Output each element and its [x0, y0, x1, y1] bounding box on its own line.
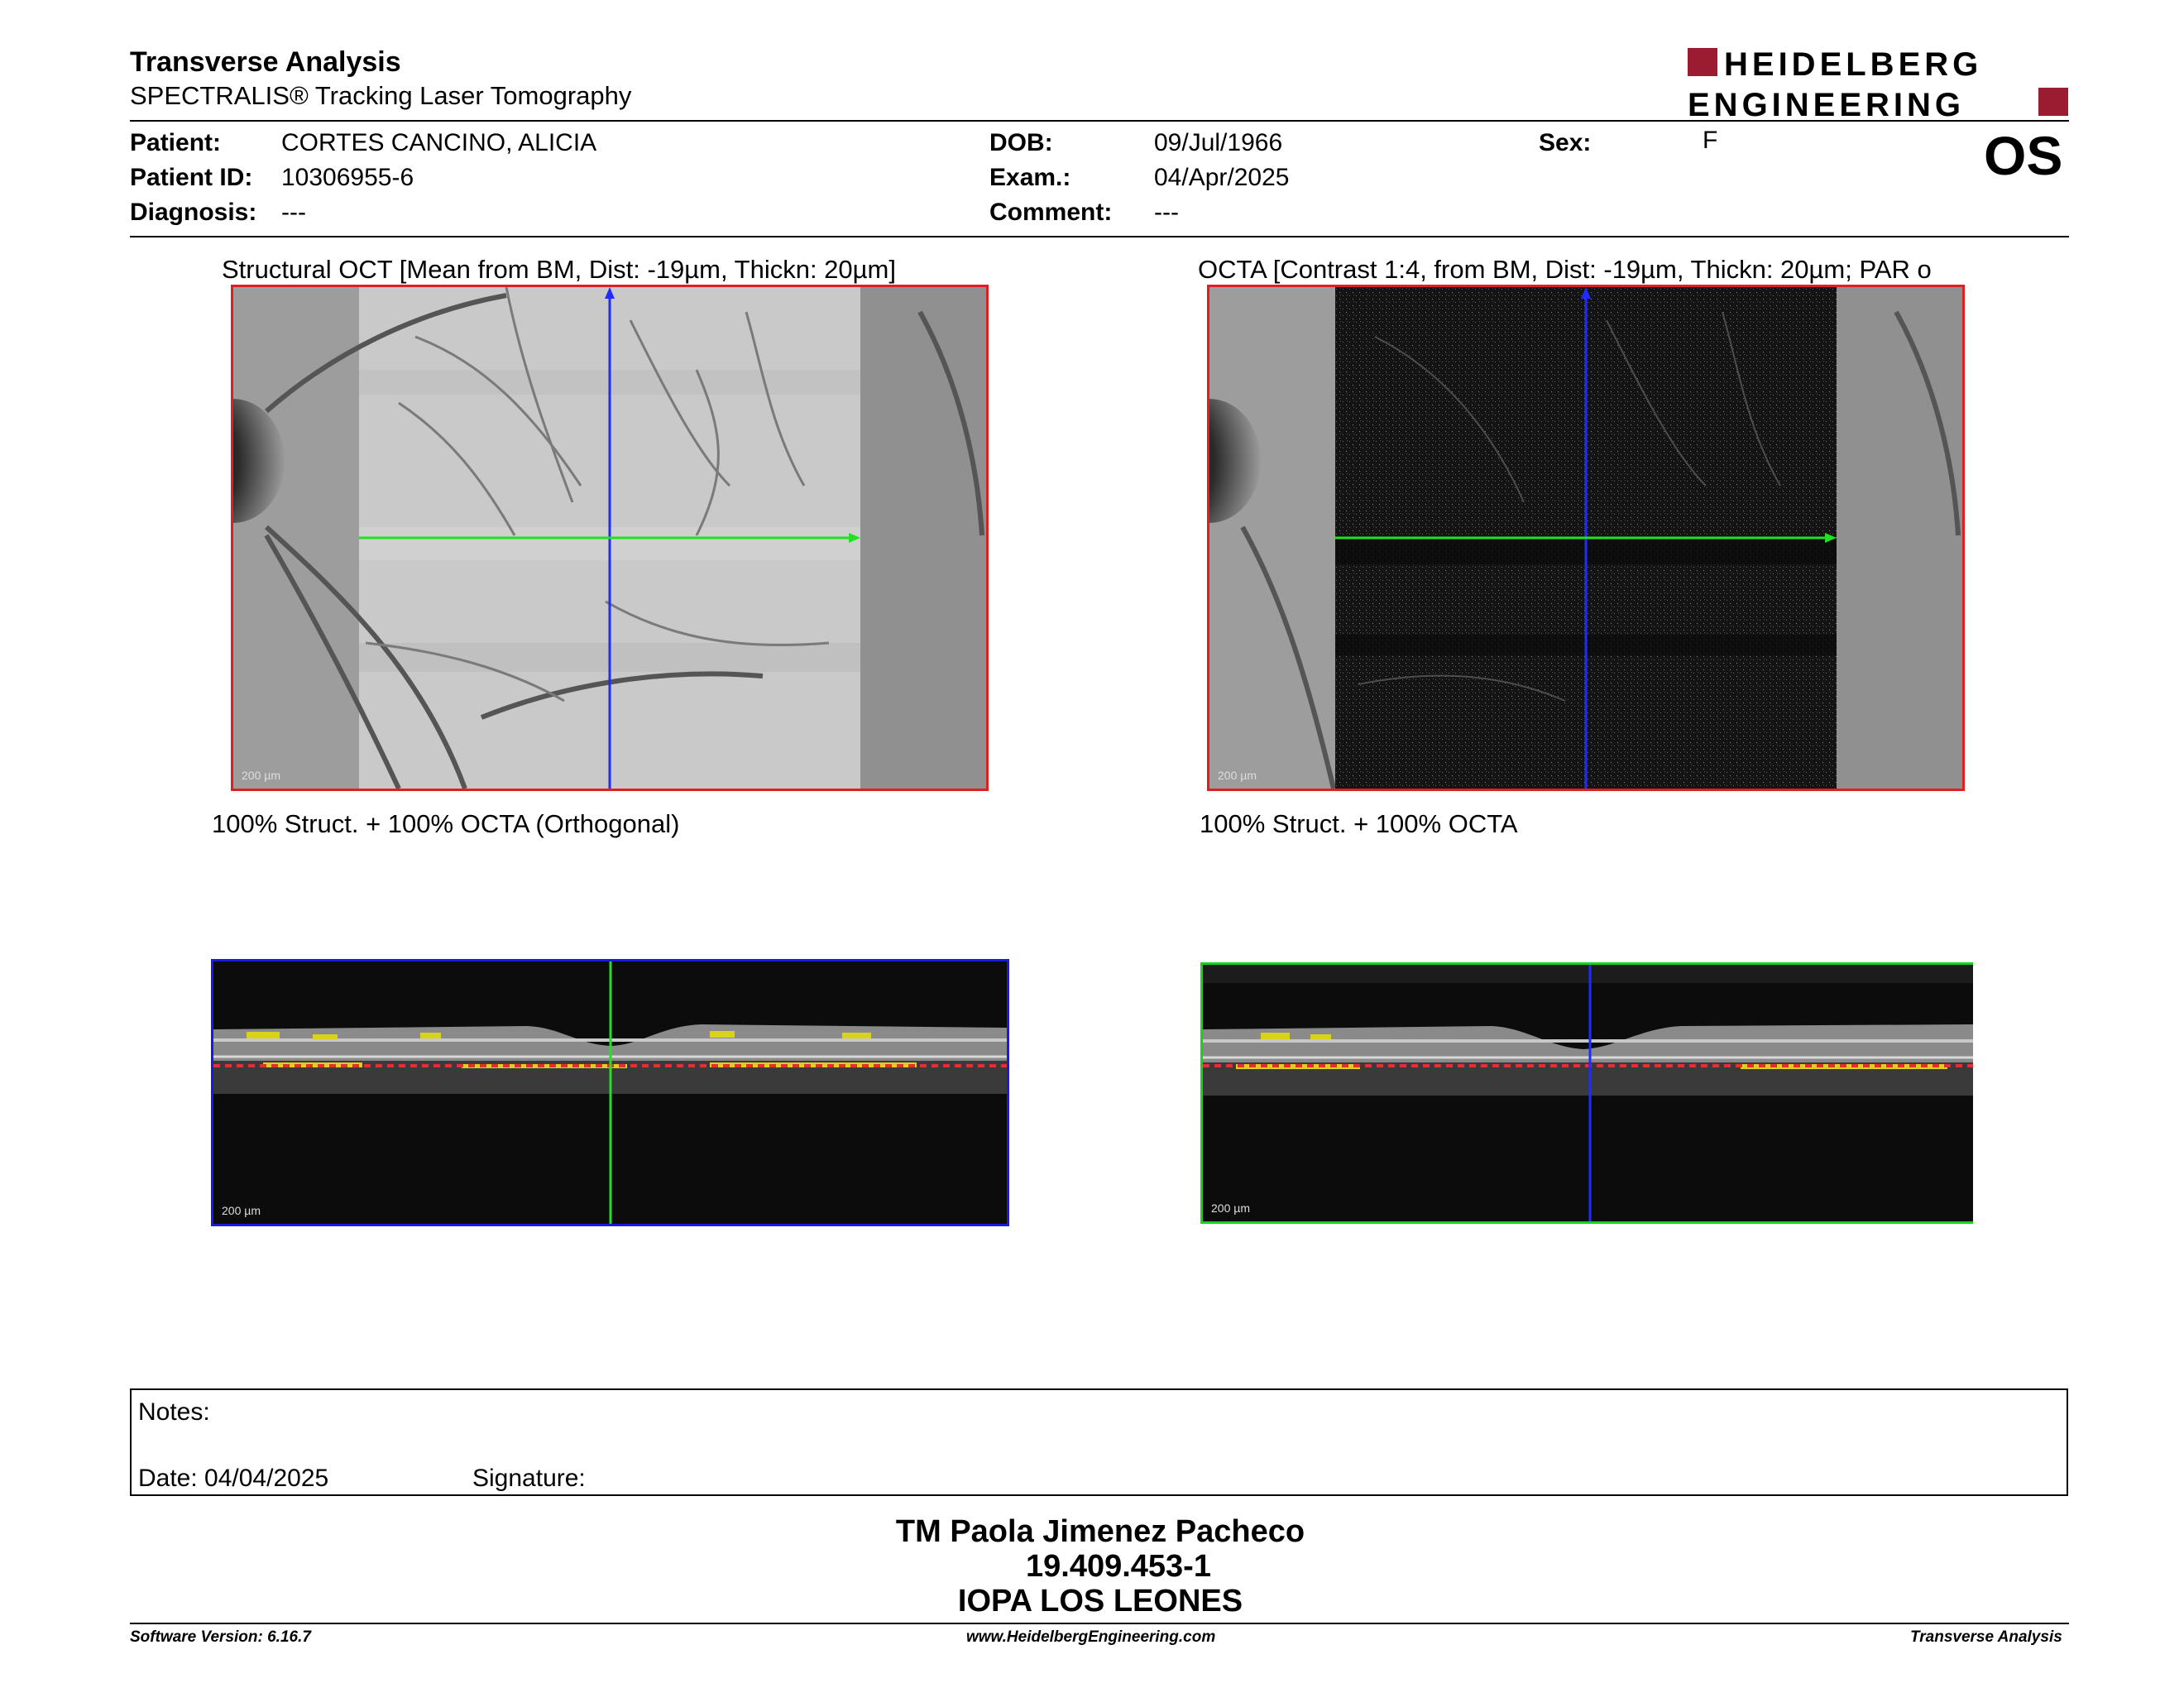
header-divider — [130, 120, 2069, 122]
orthogonal-bscan-caption: 100% Struct. + 100% OCTA (Orthogonal) — [212, 809, 680, 838]
software-version: Software Version: 6.16.7 — [130, 1628, 311, 1646]
bscan-caption: 100% Struct. + 100% OCTA — [1200, 809, 1518, 838]
date-label: Date: 04/04/2025 — [138, 1465, 329, 1492]
footer-divider — [130, 1623, 2069, 1624]
structural-oct-image[interactable]: 200 µm — [231, 285, 989, 791]
notes-box[interactable]: Notes: Date: 04/04/2025 Signature: — [130, 1388, 2068, 1496]
bscan-image[interactable]: 200 µm — [1200, 962, 1973, 1224]
structural-oct-caption: Structural OCT [Mean from BM, Dist: -19µ… — [222, 255, 896, 284]
signer-name: TM Paola Jimenez Pacheco — [895, 1514, 1305, 1549]
logo-text-top: HEIDELBERG — [1724, 46, 1982, 83]
patient-id: 10306955-6 — [281, 164, 414, 191]
octa-caption: OCTA [Contrast 1:4, from BM, Dist: -19µm… — [1198, 255, 1932, 284]
scale-bar: 200 µm — [1211, 1201, 1250, 1215]
report-subtitle: SPECTRALIS® Tracking Laser Tomography — [130, 81, 632, 110]
exam-date: 04/Apr/2025 — [1154, 164, 1290, 191]
scale-bar: 200 µm — [222, 1204, 261, 1217]
signer-institution: IOPA LOS LEONES — [957, 1584, 1243, 1618]
octa-image[interactable]: 200 µm — [1207, 285, 1965, 791]
scale-bar: 200 µm — [1218, 769, 1257, 782]
logo-text-bottom: ENGINEERING — [1688, 87, 1965, 119]
diagnosis-value: --- — [281, 199, 306, 226]
heidelberg-logo: HEIDELBERG ENGINEERING — [1688, 46, 2070, 123]
eye-indicator: OS — [1984, 125, 2063, 186]
patient-id-label: Patient ID: — [130, 164, 253, 191]
dob-label: DOB: — [989, 129, 1053, 156]
patient-label: Patient: — [130, 129, 222, 156]
report-type: Transverse Analysis — [1910, 1628, 2062, 1646]
signer-id: 19.409.453-1 — [1026, 1549, 1211, 1584]
comment-value: --- — [1154, 199, 1179, 226]
report-title: Transverse Analysis — [130, 46, 401, 78]
patient-name: CORTES CANCINO, ALICIA — [281, 129, 597, 156]
signature-label: Signature: — [472, 1465, 586, 1492]
diagnosis-label: Diagnosis: — [130, 199, 257, 226]
orthogonal-bscan-image[interactable]: 200 µm — [211, 959, 1009, 1226]
comment-label: Comment: — [989, 199, 1113, 226]
sex-value: F — [1703, 127, 1718, 154]
exam-label: Exam.: — [989, 164, 1071, 191]
dob-value: 09/Jul/1966 — [1154, 129, 1283, 156]
sex-label: Sex: — [1539, 129, 1592, 156]
scale-bar: 200 µm — [242, 769, 280, 782]
notes-label: Notes: — [138, 1398, 210, 1426]
website-link[interactable]: www.HeidelbergEngineering.com — [966, 1628, 1216, 1646]
patient-divider — [130, 236, 2069, 237]
